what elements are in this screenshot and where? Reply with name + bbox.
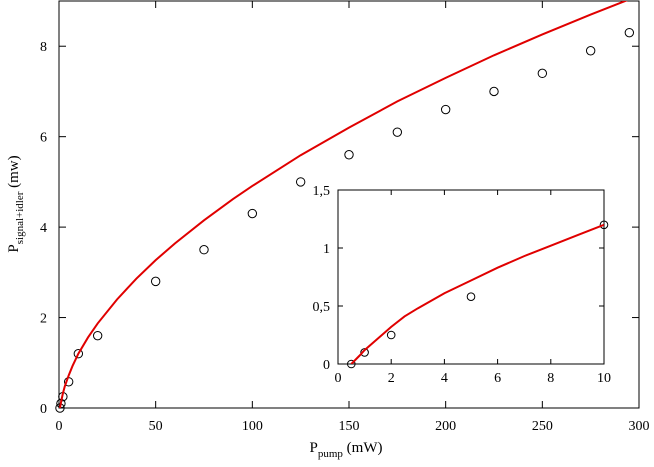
inset-y-tick-label: 0	[323, 358, 330, 373]
inset-y-tick-label: 1,5	[313, 184, 331, 199]
main-y-tick-label: 8	[40, 40, 47, 55]
inset-x-tick-label: 10	[597, 371, 611, 386]
inset-x-tick-label: 6	[494, 371, 501, 386]
main-x-tick-label: 100	[242, 419, 263, 434]
main-data-point	[537, 68, 548, 79]
inset-data-point	[599, 220, 609, 230]
main-y-tick-label: 0	[40, 402, 47, 417]
inset-x-tick-label: 2	[388, 371, 395, 386]
main-data-point	[489, 86, 499, 97]
main-x-tick-label: 250	[532, 419, 553, 434]
x-axis-title: Ppump (mW)	[310, 440, 383, 460]
main-data-point	[247, 208, 258, 219]
main-data-point	[92, 330, 103, 341]
main-y-tick-label: 6	[40, 131, 47, 146]
main-x-tick-label: 50	[149, 419, 163, 434]
inset-x-tick-label: 8	[547, 371, 554, 386]
inset-y-tick-label: 1	[323, 242, 330, 257]
inset-x-tick-label: 0	[335, 371, 342, 386]
main-data-point	[585, 46, 596, 56]
main-data-point	[199, 245, 209, 255]
y-axis-title: Psignal+idler (mw)	[6, 155, 26, 252]
inset-fit-line	[350, 223, 604, 364]
main-data-point	[624, 27, 635, 38]
main-data-point	[344, 150, 354, 160]
inset-data-point	[466, 292, 476, 302]
main-x-tick-label: 150	[339, 419, 360, 434]
main-y-tick-label: 4	[40, 221, 47, 236]
main-y-tick-label: 2	[40, 312, 47, 327]
main-data-point	[295, 177, 306, 187]
inset-y-tick-label: 0,5	[313, 300, 331, 315]
main-data-point	[440, 104, 451, 115]
main-data-point	[392, 127, 403, 137]
main-data-point	[150, 276, 161, 287]
inset-frame	[337, 189, 605, 365]
main-x-tick-label: 0	[56, 419, 63, 434]
main-x-tick-label: 300	[629, 419, 650, 434]
main-x-tick-label: 200	[435, 419, 456, 434]
main-data-point	[73, 349, 84, 359]
inset-data-point	[360, 348, 369, 357]
inset-data-point	[386, 330, 396, 340]
inset-data-point	[347, 359, 356, 369]
inset-x-tick-label: 4	[441, 371, 448, 386]
main-fit-line	[59, 1, 628, 408]
inset-plot: 0 2 4 6 8 10 0 0,5 1 1,5	[313, 184, 612, 386]
